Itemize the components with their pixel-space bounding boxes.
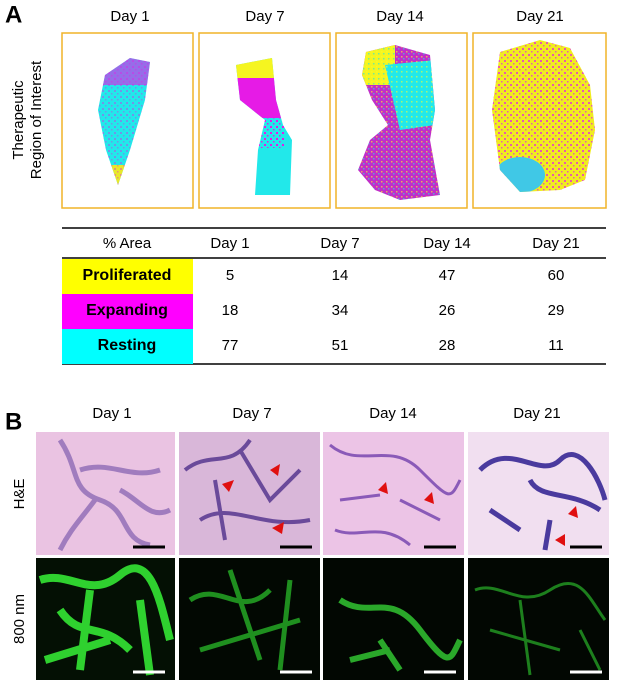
row-name: Expanding: [86, 302, 168, 319]
he-image: [36, 432, 175, 555]
table-header: % Area: [103, 235, 152, 252]
tissue: [183, 438, 311, 541]
row-label: H&E: [11, 479, 28, 510]
he-image: [179, 432, 320, 555]
he-images: [36, 432, 609, 555]
roi-day1: [98, 58, 150, 185]
fluor-image: [468, 558, 609, 680]
tissue: [329, 443, 462, 547]
table-cell: 11: [548, 337, 564, 354]
day-label: Day 1: [110, 8, 149, 25]
panel-label: B: [5, 408, 22, 435]
arrow: [270, 464, 280, 476]
speckle: [98, 58, 150, 185]
signal: [338, 597, 463, 672]
day-label: Day 7: [232, 405, 271, 422]
row-swatch: [62, 294, 193, 329]
roi-day7: [236, 58, 292, 195]
roi-frame: [335, 32, 468, 209]
he-image: [468, 432, 609, 555]
row-swatch: [62, 329, 193, 364]
table-cell: 26: [439, 302, 456, 319]
table-cell: 29: [548, 302, 565, 319]
tissue: [57, 438, 172, 552]
arrow: [272, 522, 284, 534]
roi-day14: [358, 45, 440, 200]
panel-label: A: [5, 1, 22, 28]
row-label: 800 nm: [11, 594, 28, 644]
row-name: Proliferated: [83, 267, 172, 284]
day-label: Day 21: [516, 8, 564, 25]
region: [236, 58, 292, 78]
table-cell: 5: [226, 267, 234, 284]
roi-frames: [61, 32, 607, 209]
table-cell: 47: [439, 267, 456, 284]
roi-frame: [61, 32, 194, 209]
speckle: [255, 118, 285, 148]
tissue: [478, 452, 608, 551]
day-label: Day 1: [92, 405, 131, 422]
table-header: Day 1: [210, 235, 249, 252]
table-cell: 18: [222, 302, 239, 319]
table-cell: 51: [332, 337, 349, 354]
day-label: Day 14: [376, 8, 424, 25]
y-label: Therapeutic Region of Interest: [10, 60, 45, 179]
roi-day21: [492, 40, 595, 192]
table-cell: 77: [222, 337, 239, 354]
roi-frame: [198, 32, 331, 209]
arrow: [424, 492, 434, 504]
table-cell: 14: [332, 267, 349, 284]
table-header: Day 14: [423, 235, 471, 252]
roi-frame: [472, 32, 607, 209]
region: [98, 165, 130, 185]
row-name: Resting: [98, 337, 157, 354]
scale-bars: [133, 545, 602, 674]
table-cell: 28: [439, 337, 456, 354]
table-header: Day 21: [532, 235, 580, 252]
area-table: % Area Day 1 Day 7 Day 14 Day 21 Proliferated…: [62, 227, 606, 365]
arrow: [568, 506, 578, 518]
day-label: Day 7: [245, 8, 284, 25]
day-label: Day 21: [513, 405, 561, 422]
arrows: [222, 464, 578, 546]
arrow: [555, 534, 565, 546]
row-swatch: [62, 259, 193, 294]
arrow: [378, 482, 388, 494]
y-label-line: Therapeutic: [10, 80, 27, 160]
region: [236, 78, 292, 118]
day-label: Day 14: [369, 405, 417, 422]
fluor-images: [36, 558, 609, 680]
signal: [188, 569, 301, 671]
table-cell: 34: [332, 302, 349, 319]
signal: [38, 564, 174, 676]
signal: [474, 582, 607, 676]
region: [495, 157, 545, 192]
y-label-line: Region of Interest: [28, 60, 45, 179]
table-cell: 60: [548, 267, 565, 284]
arrow: [222, 480, 234, 492]
table-header: Day 7: [320, 235, 359, 252]
speckle: [358, 45, 440, 200]
